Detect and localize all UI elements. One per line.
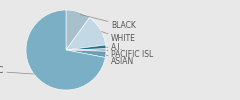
Wedge shape bbox=[66, 10, 90, 50]
Text: BLACK: BLACK bbox=[80, 14, 136, 30]
Wedge shape bbox=[66, 18, 106, 50]
Text: HISPANIC: HISPANIC bbox=[0, 66, 34, 75]
Text: WHITE: WHITE bbox=[101, 32, 136, 43]
Wedge shape bbox=[66, 49, 106, 51]
Wedge shape bbox=[66, 50, 106, 57]
Text: ASIAN: ASIAN bbox=[106, 55, 134, 66]
Text: PACIFIC ISL: PACIFIC ISL bbox=[107, 50, 153, 59]
Wedge shape bbox=[66, 45, 106, 50]
Text: A.I.: A.I. bbox=[107, 44, 123, 52]
Wedge shape bbox=[26, 10, 105, 90]
